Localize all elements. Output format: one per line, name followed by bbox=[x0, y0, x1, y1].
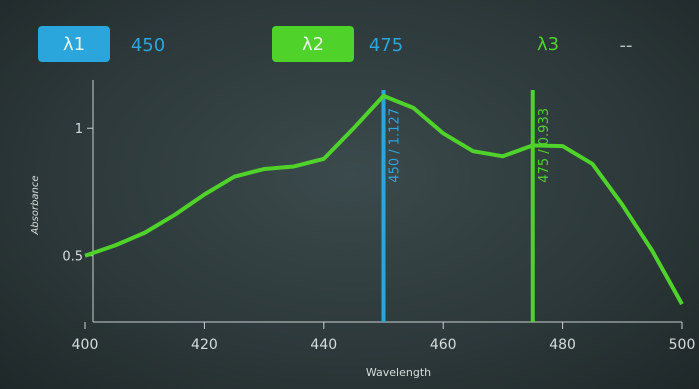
x-axis-label: Wavelength bbox=[366, 366, 431, 379]
wavelength-selector[interactable]: λ3 -- bbox=[537, 34, 633, 56]
selector-value: -- bbox=[620, 35, 633, 56]
y-axis-label: Absorbance bbox=[30, 175, 41, 235]
y-tick-label: 1 bbox=[75, 122, 83, 137]
selector-value: 450 bbox=[131, 35, 165, 56]
wavelength-selector[interactable]: λ1 450 bbox=[38, 26, 165, 62]
x-tick-label: 440 bbox=[310, 337, 337, 353]
marker-label: 450 / 1.127 bbox=[388, 108, 403, 183]
x-tick-label: 460 bbox=[430, 337, 457, 353]
x-tick-label: 500 bbox=[669, 337, 696, 353]
x-tick-label: 420 bbox=[191, 337, 218, 353]
chart: λ1 450 λ2 475 λ3 -- 0.5 1 400 420 440 460 480 500 Wave… bbox=[0, 0, 699, 389]
x-tick-label: 480 bbox=[549, 337, 576, 353]
selector-value: 475 bbox=[369, 35, 403, 56]
selector-label: λ2 bbox=[302, 34, 324, 55]
marker-label: 475 / 0.933 bbox=[537, 108, 552, 183]
x-tick-label: 400 bbox=[72, 337, 99, 353]
wavelength-selector[interactable]: λ2 475 bbox=[272, 26, 403, 62]
selector-label: λ3 bbox=[537, 34, 559, 55]
screen: λ1 450 λ2 475 λ3 -- 0.5 1 400 420 440 460 480 500 Wave… bbox=[0, 0, 699, 389]
selector-label: λ1 bbox=[63, 34, 85, 55]
y-tick-label: 0.5 bbox=[62, 250, 83, 265]
